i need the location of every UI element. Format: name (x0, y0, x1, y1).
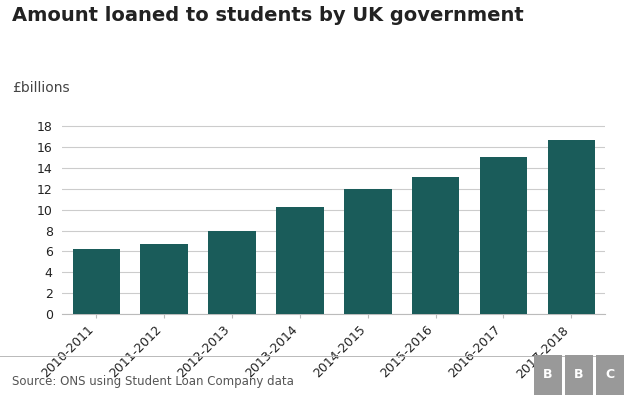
Bar (208, 231, 256, 314)
Bar (412, 177, 459, 314)
Text: B: B (543, 368, 552, 381)
Text: Source: ONS using Student Loan Company data: Source: ONS using Student Loan Company d… (12, 375, 295, 388)
Text: £billions: £billions (12, 81, 70, 95)
Bar (344, 189, 391, 314)
Bar (480, 157, 527, 314)
Bar (72, 249, 120, 314)
Text: C: C (605, 368, 615, 381)
Text: Amount loaned to students by UK government: Amount loaned to students by UK governme… (12, 6, 524, 25)
Bar (140, 244, 188, 314)
Bar (548, 140, 595, 314)
Text: B: B (574, 368, 583, 381)
Bar (276, 208, 324, 314)
